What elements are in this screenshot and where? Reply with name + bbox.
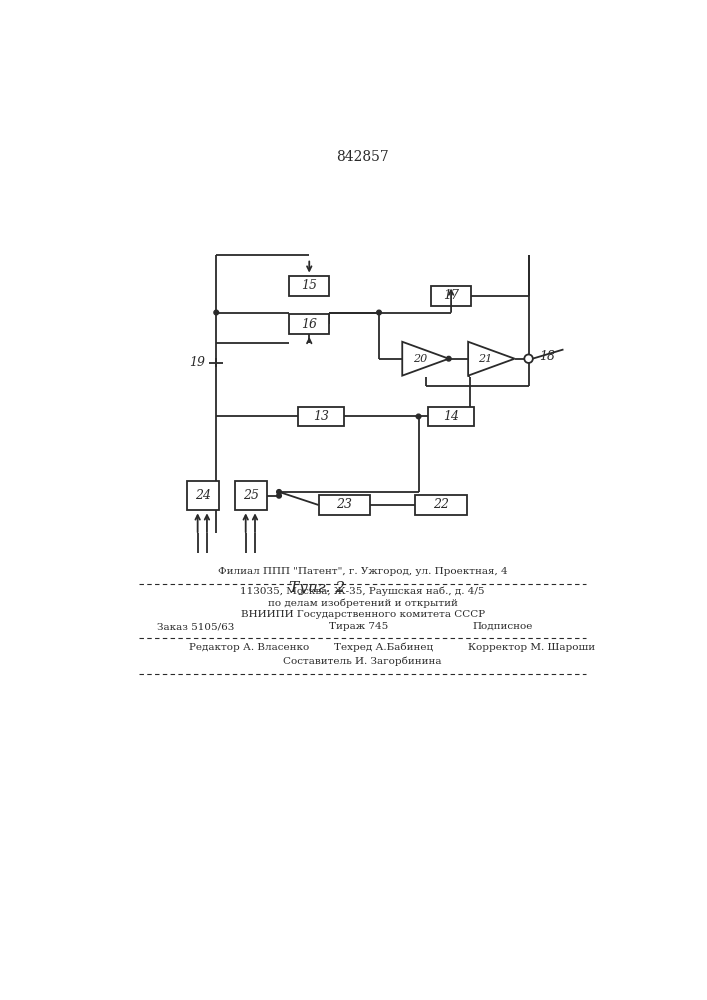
- Text: 16: 16: [301, 318, 317, 331]
- Text: Филиал ППП "Патент", г. Ужгород, ул. Проектная, 4: Филиал ППП "Патент", г. Ужгород, ул. Про…: [218, 567, 508, 576]
- Bar: [289, 276, 329, 296]
- Text: Τуиг. 2: Τуиг. 2: [289, 581, 345, 595]
- Text: Заказ 5105/63: Заказ 5105/63: [156, 622, 234, 631]
- Text: по делам изобретений и открытий: по делам изобретений и открытий: [268, 598, 457, 608]
- Text: Корректор М. Шароши: Корректор М. Шароши: [468, 643, 595, 652]
- Text: 21: 21: [479, 354, 493, 364]
- Circle shape: [214, 310, 218, 315]
- Circle shape: [416, 414, 421, 419]
- Circle shape: [446, 356, 451, 361]
- Bar: [298, 407, 344, 426]
- Bar: [319, 495, 370, 515]
- Circle shape: [525, 354, 533, 363]
- Circle shape: [276, 493, 281, 498]
- Text: 25: 25: [243, 489, 259, 502]
- Polygon shape: [402, 342, 449, 376]
- Text: 13: 13: [313, 410, 329, 423]
- Bar: [416, 495, 467, 515]
- Text: Составитель И. Загорбинина: Составитель И. Загорбинина: [284, 657, 442, 666]
- Text: 113035, Москва, Ж-35, Раушская наб., д. 4/5: 113035, Москва, Ж-35, Раушская наб., д. …: [240, 586, 485, 596]
- Text: Подписное: Подписное: [472, 622, 532, 631]
- Text: 20: 20: [413, 354, 427, 364]
- Text: 19: 19: [189, 356, 206, 369]
- Text: ВНИИПИ Государственного комитета СССР: ВНИИПИ Государственного комитета СССР: [240, 610, 485, 619]
- Bar: [428, 407, 474, 426]
- Text: 842857: 842857: [337, 150, 389, 164]
- Bar: [431, 286, 472, 306]
- Text: Техред А.Бабинец: Техред А.Бабинец: [334, 643, 433, 652]
- Bar: [289, 314, 329, 334]
- Text: Редактор А. Власенко: Редактор А. Власенко: [189, 643, 310, 652]
- Text: Тираж 745: Тираж 745: [329, 622, 388, 631]
- Text: 15: 15: [301, 279, 317, 292]
- Bar: [187, 481, 219, 510]
- Circle shape: [377, 310, 381, 315]
- Circle shape: [276, 490, 281, 494]
- Text: 18: 18: [539, 350, 556, 363]
- Bar: [235, 481, 267, 510]
- Polygon shape: [468, 342, 515, 376]
- Text: 24: 24: [195, 489, 211, 502]
- Text: 23: 23: [336, 498, 352, 512]
- Text: 22: 22: [433, 498, 449, 512]
- Text: 14: 14: [443, 410, 459, 423]
- Text: 17: 17: [443, 289, 459, 302]
